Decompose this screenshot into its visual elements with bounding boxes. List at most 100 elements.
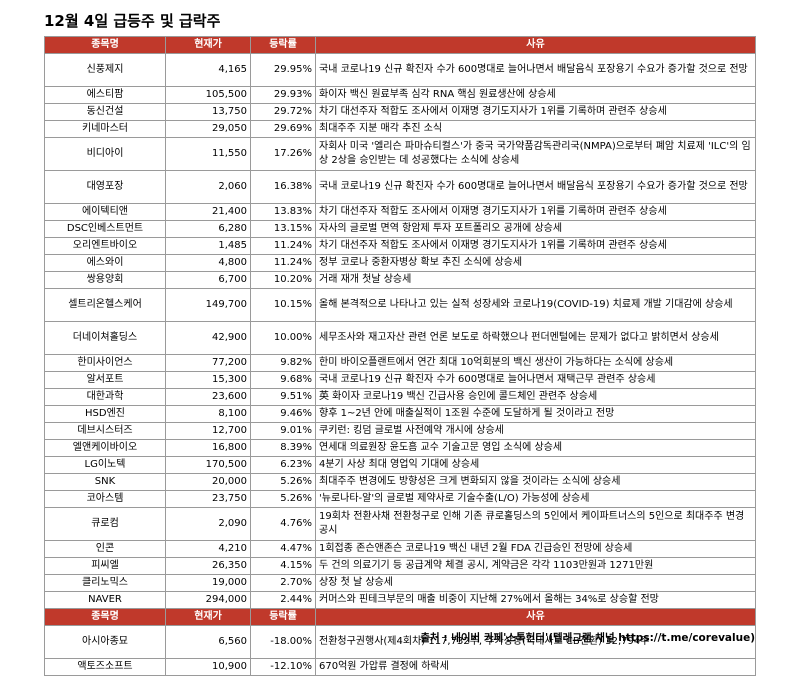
table-row: 엘앤케이바이오 16,800 8.39% 연세대 의료원장 윤도흠 교수 기술고문 영… [44, 439, 756, 457]
reason-text: 자회사 미국 '엘리슨 파마슈티컬스'가 중국 국가약품감독관리국(NMPA)으… [315, 137, 756, 171]
change-rate: -18.00% [250, 625, 316, 659]
current-price: 4,800 [165, 254, 251, 272]
reason-text: 英 화이자 코로나19 백신 긴급사용 승인에 콜드체인 관련주 상승세 [315, 388, 756, 406]
table-row: 코아스템 23,750 5.26% '뉴로나타-알'의 글로벌 제약사로 기술수출(L… [44, 490, 756, 508]
table-row: 대영포장 2,060 16.38% 국내 코로나19 신규 확진자 수가 600명대로… [44, 170, 756, 204]
change-rate: 13.15% [250, 220, 316, 238]
table-row: 큐로컴 2,090 4.76% 19회차 전환사채 전환청구로 인해 기존 큐로홀딩스… [44, 507, 756, 541]
current-price: 26,350 [165, 557, 251, 575]
change-rate: 10.00% [250, 321, 316, 355]
stock-name: LG이노텍 [44, 456, 166, 474]
stock-name: 에스와이 [44, 254, 166, 272]
table-row: LG이노텍 170,500 6.23% 4분기 사상 최대 영업익 기대에 상승세 [44, 456, 756, 474]
reason-text: 정부 코로나 중환자병상 확보 추진 소식에 상승세 [315, 254, 756, 272]
current-price: 77,200 [165, 354, 251, 372]
change-rate: 11.24% [250, 237, 316, 255]
current-price: 4,210 [165, 540, 251, 558]
gainers-body: 신풍제지 4,165 29.95% 국내 코로나19 신규 확진자 수가 600명대로… [44, 53, 756, 609]
gainers-header-row: 종목명 현재가 등락률 사유 [44, 36, 756, 54]
reason-text: 두 건의 의료기기 등 공급계약 체결 공시, 계약금은 각각 1103만원과 … [315, 557, 756, 575]
table-row: 데브시스터즈 12,700 9.01% 쿠키런: 킹덤 글로벌 사전예약 개시에 상승… [44, 422, 756, 440]
table-row: 인콘 4,210 4.47% 1회접종 존슨앤존슨 코로나19 백신 내년 2월 FD… [44, 540, 756, 558]
header-name: 종목명 [44, 36, 166, 54]
reason-text: 1회접종 존슨앤존슨 코로나19 백신 내년 2월 FDA 긴급승인 전망에 상… [315, 540, 756, 558]
change-rate: 2.70% [250, 574, 316, 592]
header-price: 현재가 [165, 36, 251, 54]
reason-text: 국내 코로나19 신규 확진자 수가 600명대로 늘어나면서 배달음식 포장용… [315, 53, 756, 87]
stock-name: 코아스템 [44, 490, 166, 508]
reason-text: '뉴로나타-알'의 글로벌 제약사로 기술수출(L/O) 가능성에 상승세 [315, 490, 756, 508]
table-row: 피씨엘 26,350 4.15% 두 건의 의료기기 등 공급계약 체결 공시, 계약… [44, 557, 756, 575]
reason-text: 차기 대선주자 적합도 조사에서 이재명 경기도지사가 1위를 기록하며 관련주… [315, 203, 756, 221]
current-price: 2,060 [165, 170, 251, 204]
table-row: 셀트리온헬스케어 149,700 10.15% 올해 본격적으로 나타나고 있는 실적… [44, 288, 756, 322]
change-rate: -12.10% [250, 658, 316, 676]
change-rate: 29.93% [250, 86, 316, 104]
losers-header-name: 종목명 [44, 608, 166, 626]
stock-name: 클리노믹스 [44, 574, 166, 592]
current-price: 6,700 [165, 271, 251, 289]
stock-name: 한미사이언스 [44, 354, 166, 372]
reason-text: 국내 코로나19 신규 확진자 수가 600명대로 늘어나면서 재택근무 관련주… [315, 371, 756, 389]
table-row: 비디아이 11,550 17.26% 자회사 미국 '엘리슨 파마슈티컬스'가 중국 … [44, 137, 756, 171]
current-price: 23,600 [165, 388, 251, 406]
reason-text: 올해 본격적으로 나타나고 있는 실적 성장세와 코로나19(COVID-19)… [315, 288, 756, 322]
change-rate: 10.20% [250, 271, 316, 289]
current-price: 4,165 [165, 53, 251, 87]
stock-table: 종목명 현재가 등락률 사유 신풍제지 4,165 29.95% 국내 코로나19 신… [44, 36, 756, 676]
losers-header-price: 현재가 [165, 608, 251, 626]
reason-text: 670억원 가압류 결정에 하락세 [315, 658, 756, 676]
current-price: 19,000 [165, 574, 251, 592]
change-rate: 2.44% [250, 591, 316, 609]
table-row: 에이텍티앤 21,400 13.83% 차기 대선주자 적합도 조사에서 이재명 경기… [44, 203, 756, 221]
change-rate: 9.46% [250, 405, 316, 423]
change-rate: 4.76% [250, 507, 316, 541]
stock-name: 데브시스터즈 [44, 422, 166, 440]
reason-text: 차기 대선주자 적합도 조사에서 이재명 경기도지사가 1위를 기록하며 관련주… [315, 237, 756, 255]
change-rate: 29.69% [250, 120, 316, 138]
change-rate: 9.51% [250, 388, 316, 406]
current-price: 29,050 [165, 120, 251, 138]
table-row: 클리노믹스 19,000 2.70% 상장 첫 날 상승세 [44, 574, 756, 592]
change-rate: 13.83% [250, 203, 316, 221]
stock-name: 비디아이 [44, 137, 166, 171]
current-price: 21,400 [165, 203, 251, 221]
table-row: 알서포트 15,300 9.68% 국내 코로나19 신규 확진자 수가 600명대로… [44, 371, 756, 389]
current-price: 170,500 [165, 456, 251, 474]
table-row: 에스와이 4,800 11.24% 정부 코로나 중환자병상 확보 추진 소식에 상승… [44, 254, 756, 272]
source-credit: 출처 : 네이버 카페'스톡헌터'(텔레그램 채널 https://t.me/c… [420, 632, 755, 644]
table-row: 동신건설 13,750 29.72% 차기 대선주자 적합도 조사에서 이재명 경기도… [44, 103, 756, 121]
change-rate: 10.15% [250, 288, 316, 322]
reason-text: 자사의 글로벌 면역 항암제 투자 포트폴리오 공개에 상승세 [315, 220, 756, 238]
table-row: 오리엔트바이오 1,485 11.24% 차기 대선주자 적합도 조사에서 이재명 경… [44, 237, 756, 255]
reason-text: 커머스와 핀테크부문의 매출 비중이 지난해 27%에서 올해는 34%로 상승… [315, 591, 756, 609]
reason-text: 향후 1~2년 안에 매출실적이 1조원 수준에 도달하게 될 것이라고 전망 [315, 405, 756, 423]
losers-header-row: 종목명 현재가 등락률 사유 [44, 608, 756, 626]
current-price: 23,750 [165, 490, 251, 508]
table-row: 신풍제지 4,165 29.95% 국내 코로나19 신규 확진자 수가 600명대로… [44, 53, 756, 87]
current-price: 16,800 [165, 439, 251, 457]
table-row: 에스티팜 105,500 29.93% 화이자 백신 원료부족 심각 RNA 핵심 원… [44, 86, 756, 104]
change-rate: 5.26% [250, 473, 316, 491]
reason-text: 19회차 전환사채 전환청구로 인해 기존 큐로홀딩스의 5인에서 케이파트너스… [315, 507, 756, 541]
table-row: 키네마스터 29,050 29.69% 최대주주 지분 매각 추진 소식 [44, 120, 756, 138]
stock-name: 신풍제지 [44, 53, 166, 87]
stock-name: 에이텍티앤 [44, 203, 166, 221]
current-price: 149,700 [165, 288, 251, 322]
stock-name: 엘앤케이바이오 [44, 439, 166, 457]
current-price: 20,000 [165, 473, 251, 491]
current-price: 11,550 [165, 137, 251, 171]
current-price: 8,100 [165, 405, 251, 423]
reason-text: 최대주주 지분 매각 추진 소식 [315, 120, 756, 138]
stock-name: 피씨엘 [44, 557, 166, 575]
change-rate: 16.38% [250, 170, 316, 204]
stock-name: DSC인베스트먼트 [44, 220, 166, 238]
stock-name: 큐로컴 [44, 507, 166, 541]
reason-text: 최대주주 변경에도 방향성은 크게 변화되지 않을 것이라는 소식에 상승세 [315, 473, 756, 491]
current-price: 13,750 [165, 103, 251, 121]
stock-name: NAVER [44, 591, 166, 609]
current-price: 2,090 [165, 507, 251, 541]
reason-text: 차기 대선주자 적합도 조사에서 이재명 경기도지사가 1위를 기록하며 관련주… [315, 103, 756, 121]
reason-text: 화이자 백신 원료부족 심각 RNA 핵심 원료생산에 상승세 [315, 86, 756, 104]
table-row: NAVER 294,000 2.44% 커머스와 핀테크부문의 매출 비중이 지난해 … [44, 591, 756, 609]
